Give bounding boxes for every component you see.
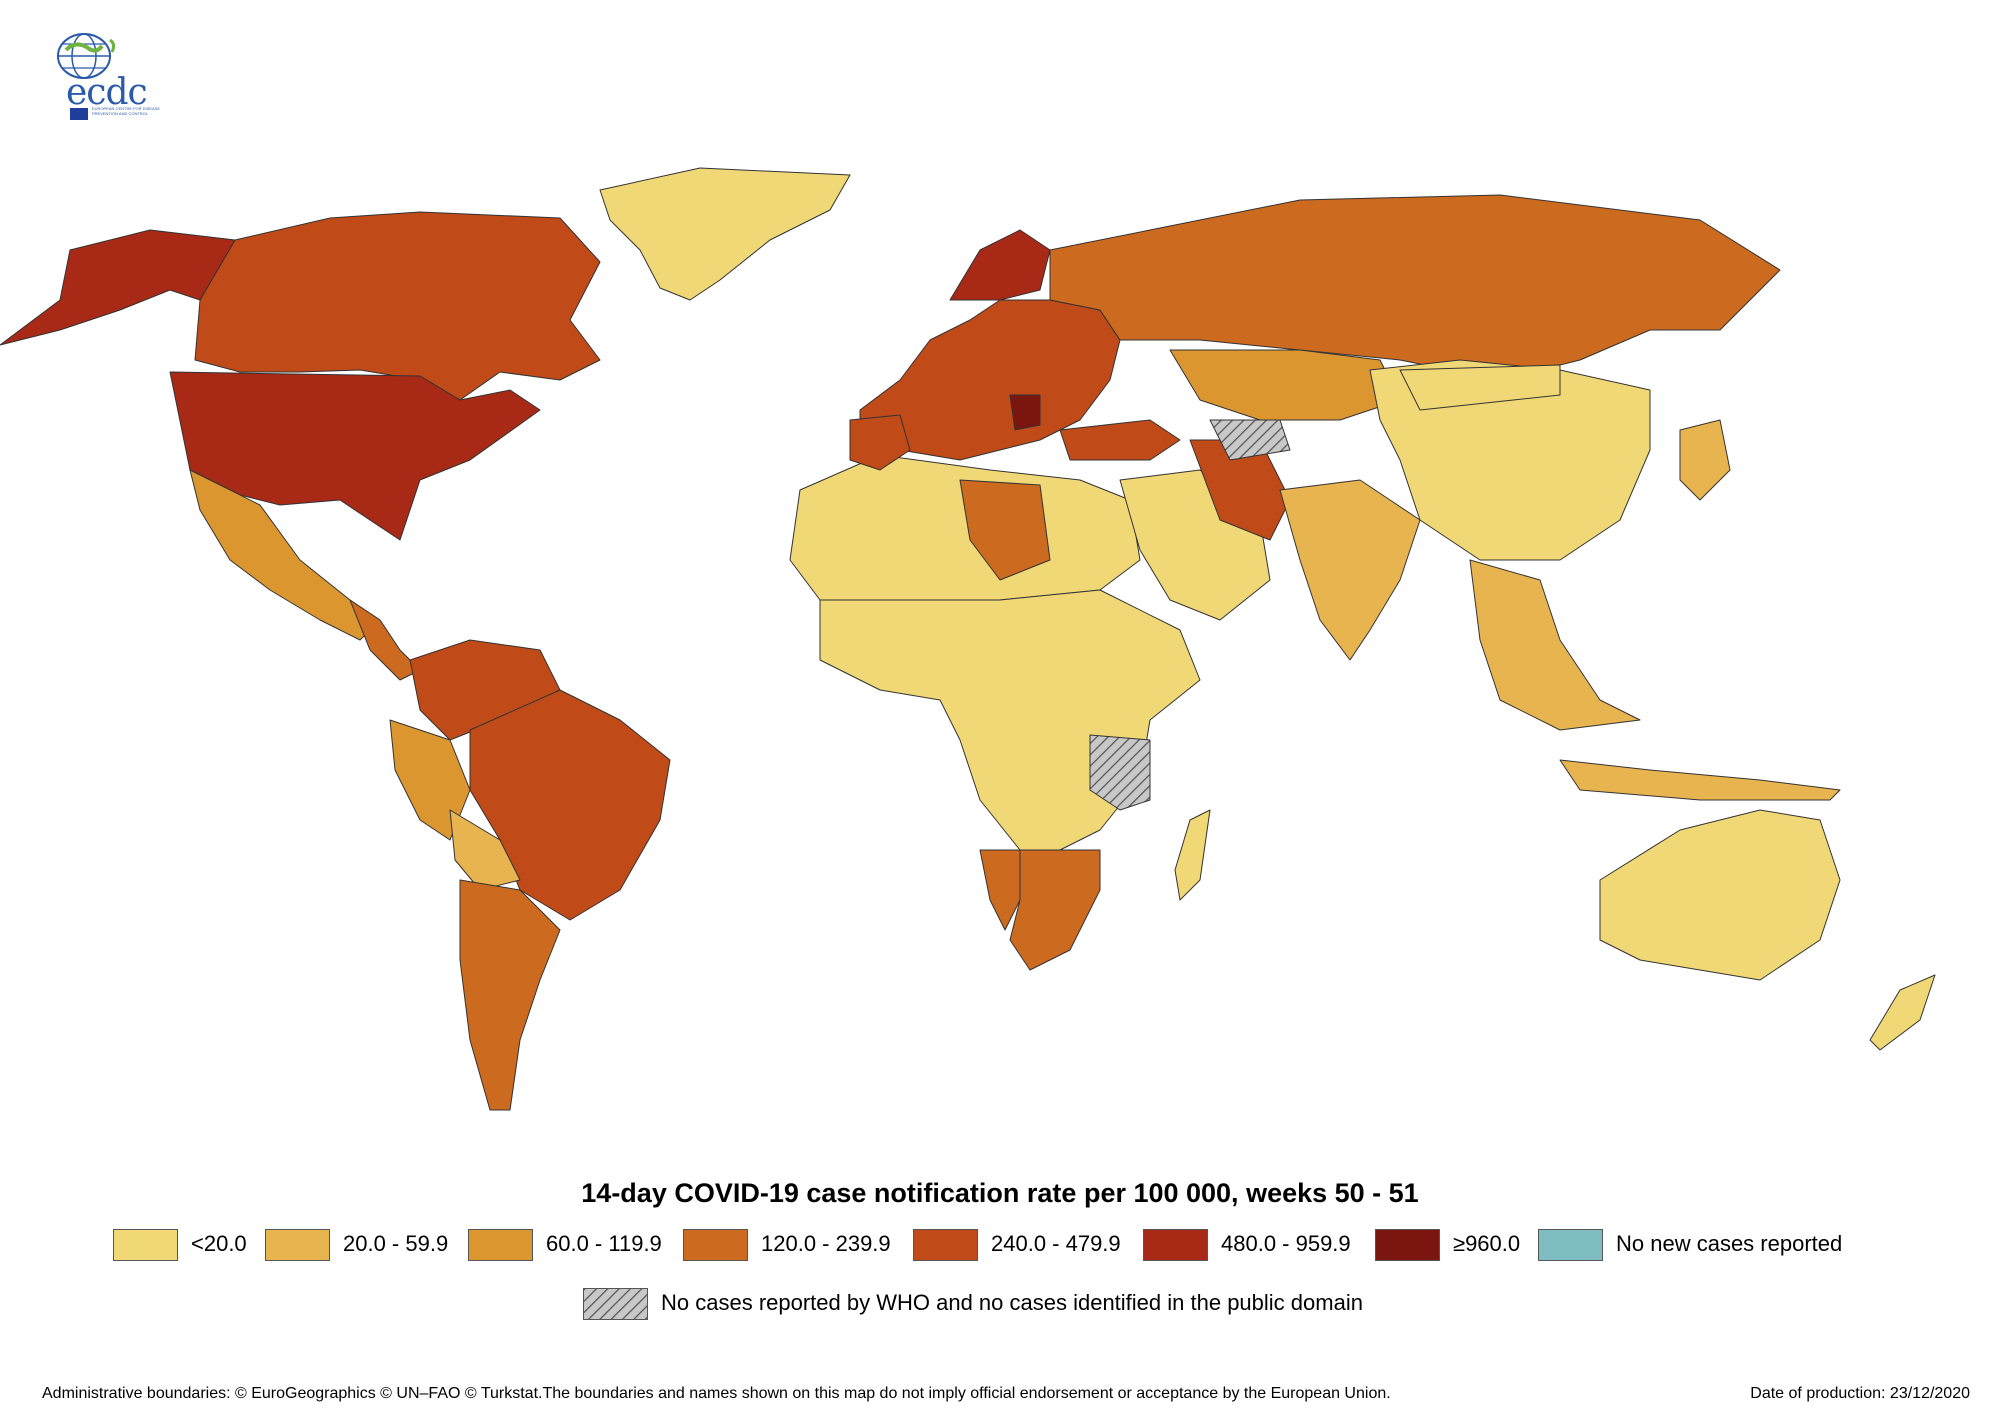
region-russia <box>1049 194 1781 381</box>
region-madagascar <box>1174 809 1211 901</box>
eu-flag-icon <box>70 108 88 120</box>
region-japan <box>1679 419 1731 501</box>
legend-label: <20.0 <box>191 1231 247 1256</box>
region-brazil <box>469 689 671 921</box>
legend-swatch <box>1375 1229 1440 1261</box>
legend-swatch <box>683 1229 748 1261</box>
legend-swatch <box>913 1229 978 1261</box>
legend-label: No new cases reported <box>1616 1231 1843 1256</box>
globe-icon <box>57 33 116 79</box>
region-central-asia-nodata <box>1209 419 1291 461</box>
logo-text: ecdc <box>66 72 148 113</box>
region-australia <box>1599 809 1841 981</box>
legend-nodata-label: No cases reported by WHO and no cases id… <box>661 1290 1363 1315</box>
region-libya <box>959 479 1051 581</box>
legend-swatch <box>265 1229 330 1261</box>
region-iberia <box>849 414 911 471</box>
region-turkey <box>1059 419 1181 461</box>
region-namibia <box>979 849 1021 931</box>
legend-swatch <box>1538 1229 1603 1261</box>
legend-label: 120.0 - 239.9 <box>761 1231 891 1256</box>
ecdc-logo: ecdc EUROPEAN CENTRE FOR DISEASE PREVENT… <box>44 30 164 130</box>
legend-swatch <box>1143 1229 1208 1261</box>
legend-swatch <box>113 1229 178 1261</box>
region-europe <box>859 299 1121 461</box>
region-kazakhstan <box>1169 349 1401 421</box>
region-india <box>1279 479 1421 661</box>
region-canada <box>194 211 601 401</box>
region-greenland <box>599 167 851 301</box>
map-title: 14-day COVID-19 case notification rate p… <box>581 1178 1419 1208</box>
world-map <box>0 167 1936 1111</box>
legend-swatch <box>468 1229 533 1261</box>
footer-credit: Administrative boundaries: © EuroGeograp… <box>42 1385 1391 1402</box>
region-central-africa <box>819 589 1201 851</box>
hatch-swatch-icon <box>583 1288 648 1320</box>
region-mexico <box>189 469 381 641</box>
logo-caption: EUROPEAN CENTRE FOR DISEASE PREVENTION A… <box>92 106 161 116</box>
region-north-africa <box>789 454 1141 601</box>
region-southern-africa <box>1009 849 1101 971</box>
legend-label: 60.0 - 119.9 <box>546 1231 662 1256</box>
region-southeast-asia <box>1469 559 1641 731</box>
region-mongolia <box>1399 364 1561 411</box>
region-new-zealand <box>1869 974 1936 1051</box>
footer-date: Date of production: 23/12/2020 <box>1750 1385 1970 1402</box>
legend-label: 20.0 - 59.9 <box>343 1231 449 1256</box>
legend-label: 240.0 - 479.9 <box>991 1231 1121 1256</box>
legend-label: ≥960.0 <box>1453 1231 1521 1256</box>
region-eastern-europe-peak <box>1009 394 1041 431</box>
region-alaska <box>0 229 236 346</box>
region-scandinavia <box>949 229 1051 301</box>
legend-label: 480.0 - 959.9 <box>1221 1231 1351 1256</box>
region-east-africa-nodata <box>1089 734 1151 811</box>
region-bolivia <box>449 809 521 891</box>
region-indonesia <box>1559 759 1841 801</box>
region-argentina-chile <box>459 879 561 1111</box>
